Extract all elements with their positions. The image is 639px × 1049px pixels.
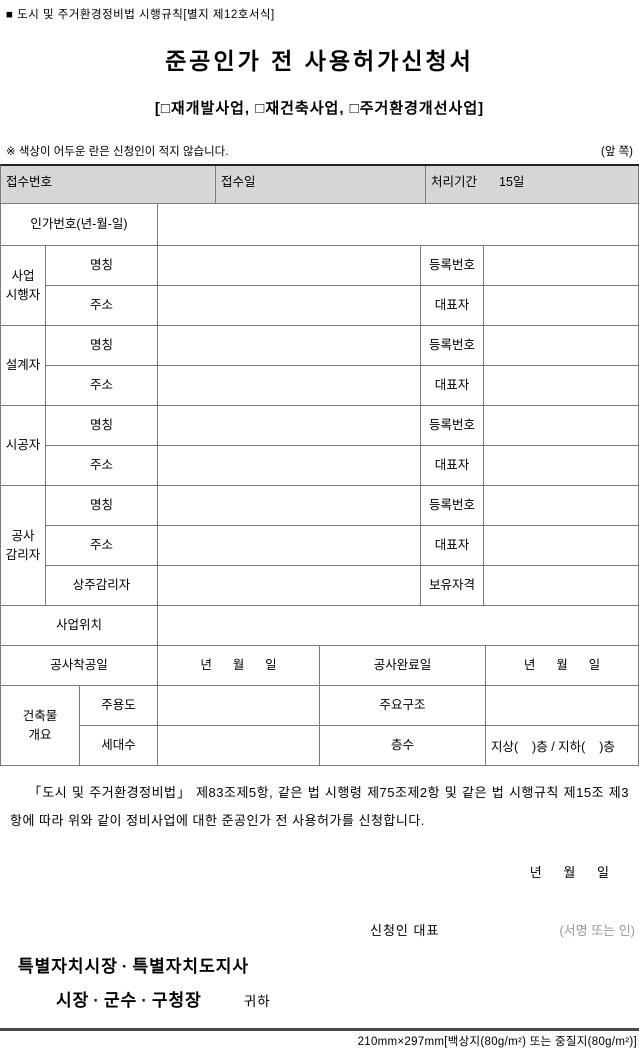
receipt-header-row: 접수번호 접수일 처리기간 15일: [1, 166, 639, 204]
designer-name-label: 명칭: [46, 326, 158, 366]
declaration-text: 「도시 및 주거환경정비법」 제83조제5항, 같은 법 시행령 제75조제2항…: [10, 785, 629, 828]
approval-number-field[interactable]: [158, 204, 639, 246]
project-implementer-title: 사업 시행자: [1, 246, 46, 326]
implementer-name-label: 명칭: [46, 246, 158, 286]
qualification-field[interactable]: [484, 566, 639, 606]
separator-dot: ·: [121, 957, 129, 976]
implementer-representative-label: 대표자: [421, 286, 484, 326]
contractor-representative-label: 대표자: [421, 446, 484, 486]
designer-regno-field[interactable]: [484, 326, 639, 366]
household-count-label: 세대수: [80, 726, 158, 766]
designer-name-field[interactable]: [158, 326, 421, 366]
footer-divider: [0, 1028, 639, 1031]
processing-period-value: 15일: [499, 175, 525, 189]
contractor-title: 시공자: [1, 406, 46, 486]
addressee-line2: 시장 · 군수 · 구청장 귀하: [56, 986, 639, 1011]
addressee-honorific: 귀하: [243, 994, 271, 1009]
note-row: ※ 색상이 어두운 란은 신청인이 적지 않습니다. (앞 쪽): [6, 143, 633, 159]
seal-hint: (서명 또는 인): [559, 923, 635, 938]
designer-address-label: 주소: [46, 366, 158, 406]
addressee-district-head: 구청장: [151, 991, 202, 1010]
supervisor-name-field[interactable]: [158, 486, 421, 526]
contractor-address-label: 주소: [46, 446, 158, 486]
implementer-representative-field[interactable]: [484, 286, 639, 326]
construction-start-field[interactable]: 년 월 일: [158, 646, 320, 686]
construction-end-label: 공사완료일: [320, 646, 486, 686]
designer-representative-label: 대표자: [421, 366, 484, 406]
page-side-label: (앞 쪽): [600, 146, 633, 158]
supervisor-title: 공사 감리자: [1, 486, 46, 606]
designer-section: 설계자 명칭 등록번호 주소 대표자: [1, 326, 639, 406]
supervisor-address-label: 주소: [46, 526, 158, 566]
contractor-name-label: 명칭: [46, 406, 158, 446]
project-type-checkboxes: [□재개발사업, □재건축사업, □주거환경개선사업]: [154, 100, 485, 117]
designer-representative-field[interactable]: [484, 366, 639, 406]
processing-period-label: 처리기간: [431, 175, 478, 189]
household-count-field[interactable]: [158, 726, 320, 766]
construction-end-field[interactable]: 년 월 일: [486, 646, 639, 686]
main-structure-label: 주요구조: [320, 686, 486, 726]
receipt-number-cell: 접수번호: [1, 166, 216, 204]
addressee-county-head: 군수: [103, 991, 138, 1010]
addressee-special-governor: 특별자치도지사: [132, 957, 249, 976]
addressee-line1: 특별자치시장 · 특별자치도지사: [18, 952, 639, 977]
building-overview-section: 건축물 개요 주용도 주요구조 세대수 층수 지상( )층 / 지하( )층: [1, 686, 639, 766]
designer-title: 설계자: [1, 326, 46, 406]
form-reference: ■ 도시 및 주거환경정비법 시행규칙[별지 제12호서식]: [6, 9, 275, 21]
implementer-address-field[interactable]: [158, 286, 421, 326]
approval-number-label: 인가번호(년-월-일): [1, 204, 158, 246]
contractor-address-field[interactable]: [158, 446, 421, 486]
supervisor-section: 공사 감리자 명칭 등록번호 주소 대표자 상주감리자 보유자격: [1, 486, 639, 606]
supervisor-regno-field[interactable]: [484, 486, 639, 526]
addressee-special-mayor: 특별자치시장: [18, 957, 118, 976]
paper-spec: 210mm×297mm[백상지(80g/m²) 또는 중질지(80g/m²)]: [357, 1036, 637, 1048]
project-location-field[interactable]: [158, 606, 639, 646]
main-structure-field[interactable]: [486, 686, 639, 726]
main-use-label: 주용도: [80, 686, 158, 726]
contractor-regno-field[interactable]: [484, 406, 639, 446]
contractor-regno-label: 등록번호: [421, 406, 484, 446]
applicant-row: 신청인 대표 (서명 또는 인): [0, 920, 639, 939]
contractor-representative-field[interactable]: [484, 446, 639, 486]
implementer-address-label: 주소: [46, 286, 158, 326]
applicant-label: 신청인 대표: [370, 923, 440, 938]
implementer-regno-label: 등록번호: [421, 246, 484, 286]
processing-period-cell: 처리기간 15일: [426, 166, 639, 204]
shaded-cell-note: ※ 색상이 어두운 란은 신청인이 적지 않습니다.: [6, 146, 229, 158]
page-title: 준공인가 전 사용허가신청서: [165, 48, 474, 74]
building-overview-title: 건축물 개요: [1, 686, 80, 766]
project-implementer-section: 사업 시행자 명칭 등록번호 주소 대표자: [1, 246, 639, 326]
construction-start-label: 공사착공일: [1, 646, 158, 686]
receipt-date-cell: 접수일: [216, 166, 426, 204]
signature-date[interactable]: 년 월 일: [529, 865, 609, 880]
contractor-name-field[interactable]: [158, 406, 421, 446]
floor-count-label: 층수: [320, 726, 486, 766]
supervisor-representative-field[interactable]: [484, 526, 639, 566]
supervisor-name-label: 명칭: [46, 486, 158, 526]
contractor-section: 시공자 명칭 등록번호 주소 대표자: [1, 406, 639, 486]
construction-dates-row: 공사착공일 년 월 일 공사완료일 년 월 일: [1, 646, 639, 686]
qualification-label: 보유자격: [421, 566, 484, 606]
resident-supervisor-field[interactable]: [158, 566, 421, 606]
main-use-field[interactable]: [158, 686, 320, 726]
project-location-row: 사업위치: [1, 606, 639, 646]
designer-regno-label: 등록번호: [421, 326, 484, 366]
implementer-name-field[interactable]: [158, 246, 421, 286]
implementer-regno-field[interactable]: [484, 246, 639, 286]
addressee-mayor: 시장: [56, 991, 90, 1010]
separator-dot: ·: [141, 991, 148, 1010]
application-form-table: 접수번호 접수일 처리기간 15일 인가번호(년-월-일) 사업 시행자 명칭 등…: [0, 164, 639, 766]
project-location-label: 사업위치: [1, 606, 158, 646]
supervisor-regno-label: 등록번호: [421, 486, 484, 526]
supervisor-address-field[interactable]: [158, 526, 421, 566]
supervisor-representative-label: 대표자: [421, 526, 484, 566]
resident-supervisor-label: 상주감리자: [46, 566, 158, 606]
separator-dot: ·: [93, 991, 100, 1010]
approval-number-row: 인가번호(년-월-일): [1, 204, 639, 246]
designer-address-field[interactable]: [158, 366, 421, 406]
floor-count-field[interactable]: 지상( )층 / 지하( )층: [486, 726, 639, 766]
